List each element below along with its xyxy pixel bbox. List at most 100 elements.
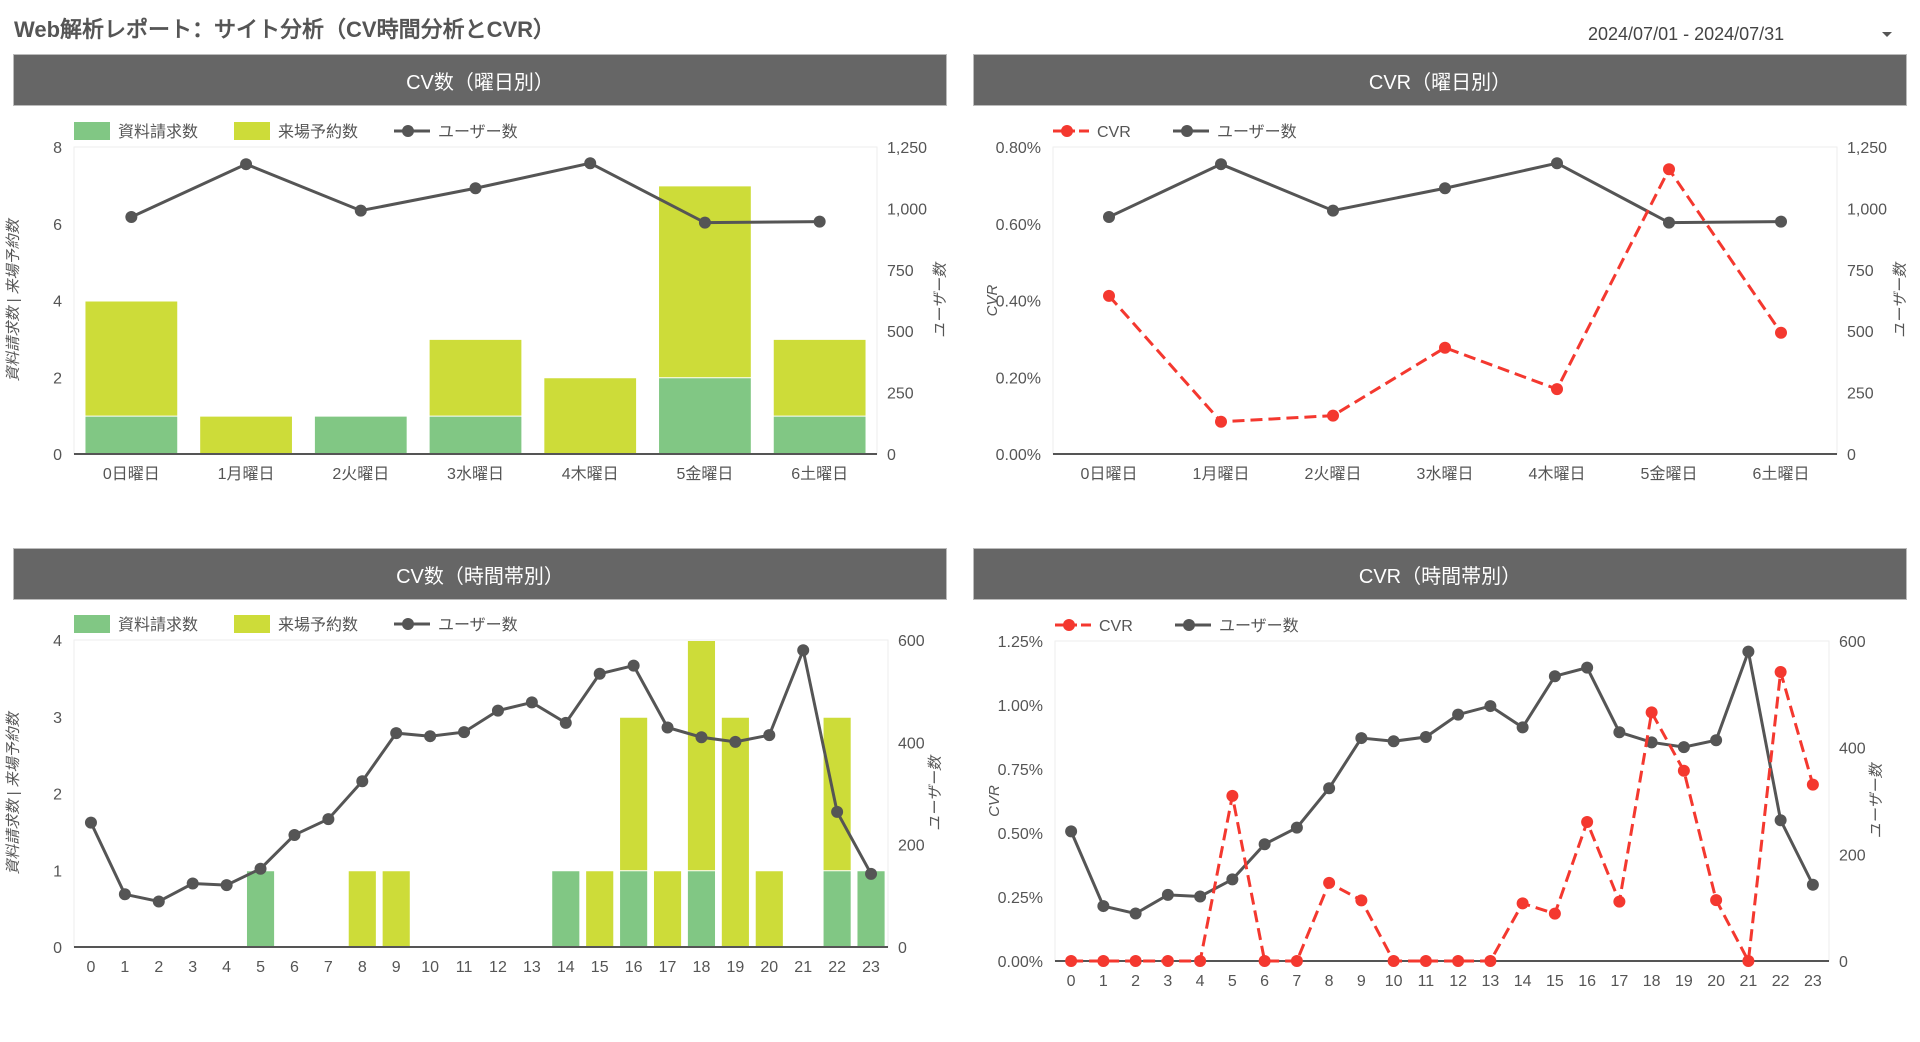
- bar-segment[interactable]: [653, 871, 682, 947]
- data-point[interactable]: [1103, 289, 1115, 302]
- data-point[interactable]: [1323, 876, 1336, 889]
- data-point[interactable]: [1452, 955, 1465, 967]
- data-point[interactable]: [1613, 895, 1626, 908]
- data-point[interactable]: [1581, 815, 1594, 828]
- data-point[interactable]: [1258, 955, 1271, 967]
- bar-segment[interactable]: [620, 871, 648, 947]
- bar-segment[interactable]: [200, 416, 292, 454]
- data-point[interactable]: [1194, 890, 1207, 903]
- data-point[interactable]: [84, 816, 97, 829]
- legend-label[interactable]: CVR: [1099, 618, 1133, 635]
- data-point[interactable]: [1290, 955, 1303, 967]
- bar-segment[interactable]: [823, 717, 851, 871]
- data-point[interactable]: [1742, 955, 1755, 967]
- data-point[interactable]: [1663, 216, 1675, 229]
- data-point[interactable]: [1355, 894, 1368, 907]
- data-point[interactable]: [1774, 814, 1787, 827]
- data-point[interactable]: [1581, 661, 1594, 674]
- data-point[interactable]: [1439, 341, 1451, 354]
- data-point[interactable]: [1387, 955, 1400, 967]
- bar-segment[interactable]: [620, 717, 648, 871]
- legend-label[interactable]: ユーザー数: [1219, 617, 1299, 635]
- data-point[interactable]: [559, 716, 572, 729]
- data-point[interactable]: [1419, 731, 1432, 743]
- data-point[interactable]: [240, 158, 253, 171]
- data-point[interactable]: [1065, 825, 1078, 838]
- data-point[interactable]: [1097, 955, 1110, 967]
- data-point[interactable]: [186, 877, 199, 890]
- data-point[interactable]: [458, 726, 471, 739]
- data-point[interactable]: [1484, 955, 1497, 967]
- data-point[interactable]: [220, 879, 233, 892]
- data-point[interactable]: [1419, 955, 1432, 967]
- bar-segment[interactable]: [85, 301, 178, 416]
- data-point[interactable]: [1548, 907, 1561, 920]
- legend-label[interactable]: ユーザー数: [438, 123, 518, 141]
- bar-segment[interactable]: [314, 416, 407, 454]
- data-point[interactable]: [1161, 888, 1174, 901]
- chevron-down-icon[interactable]: [1882, 32, 1892, 37]
- data-point[interactable]: [1258, 838, 1271, 851]
- data-point[interactable]: [729, 735, 742, 748]
- data-point[interactable]: [1387, 735, 1400, 748]
- data-point[interactable]: [1129, 907, 1142, 920]
- bar-segment[interactable]: [773, 416, 866, 454]
- bar-segment[interactable]: [687, 641, 716, 871]
- data-point[interactable]: [1439, 182, 1451, 195]
- data-point[interactable]: [1065, 955, 1078, 967]
- data-point[interactable]: [1327, 409, 1339, 422]
- data-point[interactable]: [813, 215, 826, 228]
- data-point[interactable]: [1355, 732, 1368, 745]
- data-point[interactable]: [797, 644, 810, 657]
- bar-segment[interactable]: [544, 378, 637, 454]
- data-point[interactable]: [1323, 782, 1336, 795]
- legend-label[interactable]: 資料請求数: [118, 123, 198, 141]
- date-range-picker[interactable]: 2024/07/01 - 2024/07/31: [1560, 20, 1892, 48]
- data-point[interactable]: [1806, 878, 1819, 891]
- data-point[interactable]: [1775, 215, 1787, 228]
- data-point[interactable]: [1663, 163, 1675, 176]
- data-point[interactable]: [695, 731, 708, 744]
- data-point[interactable]: [525, 696, 538, 709]
- legend-label[interactable]: 資料請求数: [118, 616, 198, 634]
- data-point[interactable]: [1806, 778, 1819, 791]
- data-point[interactable]: [1226, 789, 1239, 802]
- data-point[interactable]: [1710, 734, 1723, 747]
- data-point[interactable]: [1215, 158, 1227, 171]
- data-point[interactable]: [125, 210, 138, 223]
- data-point[interactable]: [1215, 415, 1227, 428]
- data-point[interactable]: [354, 204, 367, 217]
- data-point[interactable]: [1194, 955, 1207, 967]
- data-point[interactable]: [1551, 383, 1563, 396]
- data-point[interactable]: [1161, 955, 1174, 967]
- legend-label[interactable]: ユーザー数: [1217, 123, 1297, 141]
- bar-segment[interactable]: [659, 378, 751, 454]
- bar-segment[interactable]: [755, 871, 783, 947]
- data-point[interactable]: [661, 721, 674, 734]
- data-point[interactable]: [254, 862, 267, 875]
- data-point[interactable]: [1677, 764, 1690, 777]
- legend-label[interactable]: ユーザー数: [438, 616, 518, 634]
- bar-segment[interactable]: [586, 871, 614, 947]
- data-point[interactable]: [1548, 670, 1561, 683]
- data-point[interactable]: [1551, 157, 1563, 170]
- bar-segment[interactable]: [823, 871, 851, 947]
- data-point[interactable]: [1710, 894, 1723, 907]
- data-point[interactable]: [424, 730, 437, 743]
- data-point[interactable]: [491, 704, 504, 717]
- data-point[interactable]: [584, 157, 597, 170]
- legend-label[interactable]: 来場予約数: [278, 616, 358, 634]
- data-point[interactable]: [118, 888, 131, 901]
- bar-segment[interactable]: [246, 871, 275, 947]
- data-point[interactable]: [1775, 326, 1787, 339]
- bar-segment[interactable]: [721, 717, 749, 947]
- data-point[interactable]: [322, 813, 335, 826]
- data-point[interactable]: [1645, 736, 1658, 749]
- data-point[interactable]: [1645, 706, 1658, 719]
- data-point[interactable]: [1677, 741, 1690, 754]
- data-point[interactable]: [865, 867, 878, 880]
- data-point[interactable]: [288, 828, 301, 841]
- bar-segment[interactable]: [429, 339, 522, 416]
- bar-segment[interactable]: [429, 416, 522, 454]
- bar-segment[interactable]: [85, 416, 178, 454]
